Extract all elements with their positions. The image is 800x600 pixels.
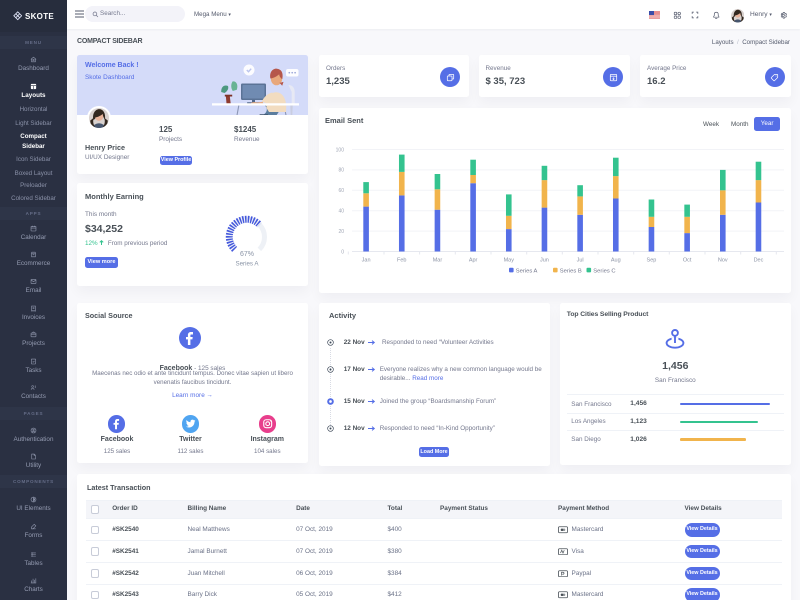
svg-text:100: 100 [336, 147, 345, 153]
svg-text:Dec: Dec [754, 258, 764, 264]
svg-text:May: May [504, 258, 515, 264]
svg-text:Apr: Apr [469, 258, 478, 264]
svg-text:Jan: Jan [362, 258, 371, 264]
svg-text:Series C: Series C [593, 268, 615, 274]
svg-text:Jul: Jul [577, 258, 584, 264]
svg-text:Mar: Mar [433, 258, 443, 264]
svg-text:Series A: Series A [235, 261, 259, 267]
svg-text:Aug: Aug [611, 258, 621, 264]
svg-text:Oct: Oct [683, 258, 692, 264]
svg-text:Jun: Jun [540, 258, 549, 264]
svg-text:60: 60 [338, 188, 344, 194]
svg-text:40: 40 [338, 209, 344, 215]
svg-text:Feb: Feb [397, 258, 406, 264]
svg-text:67%: 67% [240, 251, 254, 258]
svg-text:80: 80 [338, 168, 344, 174]
svg-text:Series A: Series A [516, 268, 538, 274]
svg-text:20: 20 [338, 229, 344, 235]
svg-text:Nov: Nov [718, 258, 728, 264]
svg-text:Sep: Sep [647, 258, 657, 264]
svg-text:Series B: Series B [560, 268, 582, 274]
svg-text:0: 0 [341, 249, 344, 255]
